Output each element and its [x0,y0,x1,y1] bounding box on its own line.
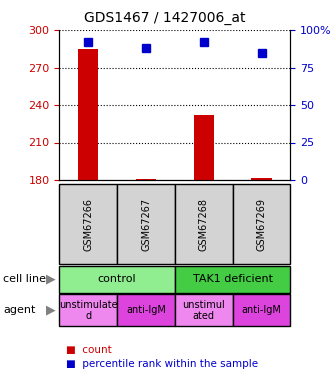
Text: anti-IgM: anti-IgM [242,305,281,315]
Bar [117,184,175,264]
Text: ■  percentile rank within the sample: ■ percentile rank within the sample [66,359,258,369]
Text: unstimul
ated: unstimul ated [182,300,225,321]
Bar [175,294,233,326]
Text: GSM67266: GSM67266 [83,198,93,250]
Text: TAK1 deficient: TAK1 deficient [193,274,273,284]
Bar [117,294,175,326]
Bar [175,184,233,264]
Text: GDS1467 / 1427006_at: GDS1467 / 1427006_at [84,11,246,25]
Text: cell line: cell line [3,274,46,284]
Text: GSM67269: GSM67269 [256,198,267,250]
Bar [233,294,290,326]
Text: ■  count: ■ count [66,345,112,354]
Bar [233,184,290,264]
Text: anti-IgM: anti-IgM [126,305,166,315]
Bar [59,294,117,326]
Text: GSM67267: GSM67267 [141,198,151,250]
Bar [175,266,290,292]
Text: unstimulate
d: unstimulate d [59,300,117,321]
Text: agent: agent [3,305,36,315]
Bar [194,115,214,180]
Bar [59,266,175,292]
Bar [251,177,272,180]
Bar [78,49,98,180]
Bar [59,184,117,264]
Text: GSM67268: GSM67268 [199,198,209,250]
Bar [136,179,156,180]
Text: control: control [98,274,137,284]
Text: ▶: ▶ [46,273,56,285]
Text: ▶: ▶ [46,304,56,317]
